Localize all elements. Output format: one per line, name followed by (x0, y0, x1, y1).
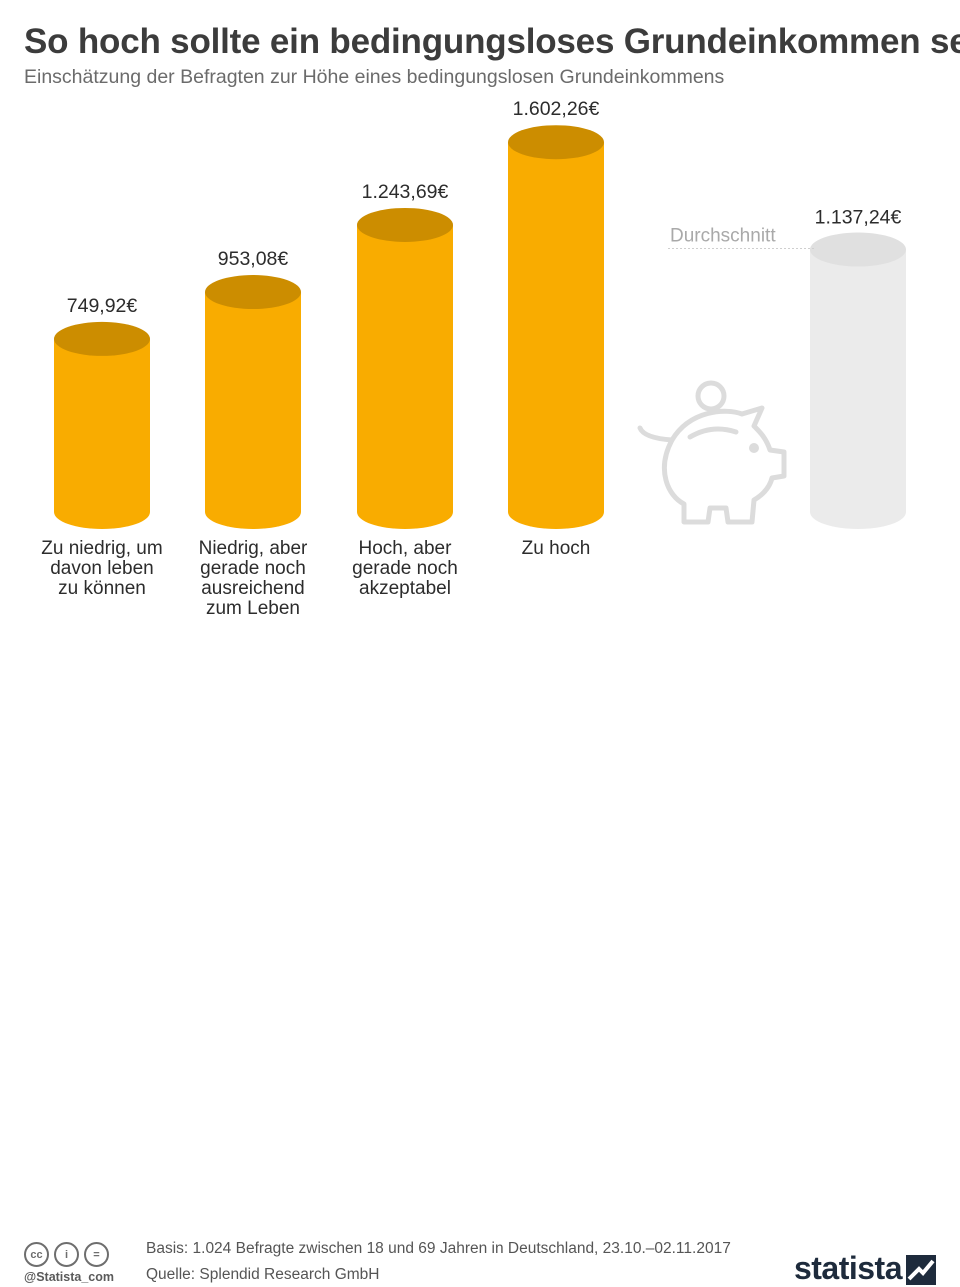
bar-2-top (205, 275, 301, 310)
category-label-3: Hoch, aber gerade noch akzeptabel (320, 539, 490, 599)
category-label-line: zum Leben (205, 598, 300, 619)
license-icons: cc i = (24, 1242, 109, 1267)
by-icon[interactable]: i (54, 1242, 79, 1267)
bar-value-label-1: 749,92€ (67, 295, 138, 317)
cc-icon[interactable]: cc (24, 1242, 49, 1267)
average-value-label: 1.137,24€ (815, 207, 902, 229)
piggy-bank-icon-part (661, 405, 787, 525)
bar-3-body (357, 224, 453, 529)
category-label-2: Niedrig, aber gerade noch ausreichend zum L… (168, 539, 338, 619)
chart-title: So hoch sollte ein bedingungsloses Grund… (24, 22, 960, 61)
bar-4-body (508, 142, 604, 529)
bar-1 (54, 321, 150, 529)
category-label-1: Zu niedrig, um davon leben zu können (17, 539, 187, 599)
bar-1-top (54, 321, 150, 356)
chart-area: 749,92€ 953,08€ 1.243,69€ 1.602,26€ 1.137,24… (54, 98, 906, 529)
average-label: Durchschnitt (670, 226, 776, 247)
bar-4 (508, 125, 604, 529)
bar-2 (205, 275, 301, 529)
bar-value-label-3: 1.243,69€ (362, 181, 449, 203)
bar-3-top (357, 207, 453, 242)
category-label-line: gerade noch (200, 558, 306, 579)
category-label-line: Hoch, aber (358, 538, 452, 559)
category-label-line: zu können (58, 578, 146, 599)
category-label-line: ausreichend (201, 578, 305, 599)
average-bar-top (810, 232, 906, 267)
piggy-bank-icon-part (695, 380, 727, 412)
category-label-4: Zu hoch (471, 539, 641, 559)
piggy-bank-icon (637, 380, 787, 525)
statista-logo[interactable]: statista (793, 1250, 903, 1286)
piggy-bank-icon-part (637, 425, 675, 443)
piggy-bank-icon-part (749, 443, 759, 453)
basis-note: Basis: 1.024 Befragte zwischen 18 und 69… (146, 1240, 731, 1257)
bar-4-top (508, 125, 604, 160)
category-label-line: gerade noch (352, 558, 458, 579)
category-label-line: Zu niedrig, um (41, 538, 163, 559)
source-note: Quelle: Splendid Research GmbH (146, 1266, 380, 1283)
bar-2-body (205, 292, 301, 529)
nd-icon[interactable]: = (84, 1242, 109, 1267)
bar-1-body (54, 338, 150, 529)
category-label-line: akzeptabel (359, 578, 451, 599)
bar-3 (357, 207, 453, 529)
category-label-line: Niedrig, aber (198, 538, 308, 559)
bar-value-label-4: 1.602,26€ (513, 98, 600, 120)
category-label-line: davon leben (50, 558, 154, 579)
chart-subtitle: Einschätzung der Befragten zur Höhe eine… (24, 66, 725, 88)
bar-value-label-2: 953,08€ (218, 248, 289, 270)
statista-handle[interactable]: @Statista_com (24, 1270, 114, 1284)
average-bar (810, 232, 906, 529)
average-bar-body (810, 249, 906, 529)
category-label-line: Zu hoch (521, 538, 591, 559)
statista-logo-mark-icon (906, 1255, 936, 1285)
footer: cc i = @Statista_com Basis: 1.024 Befrag… (0, 614, 960, 1286)
piggy-bank-icon-part (687, 426, 739, 440)
